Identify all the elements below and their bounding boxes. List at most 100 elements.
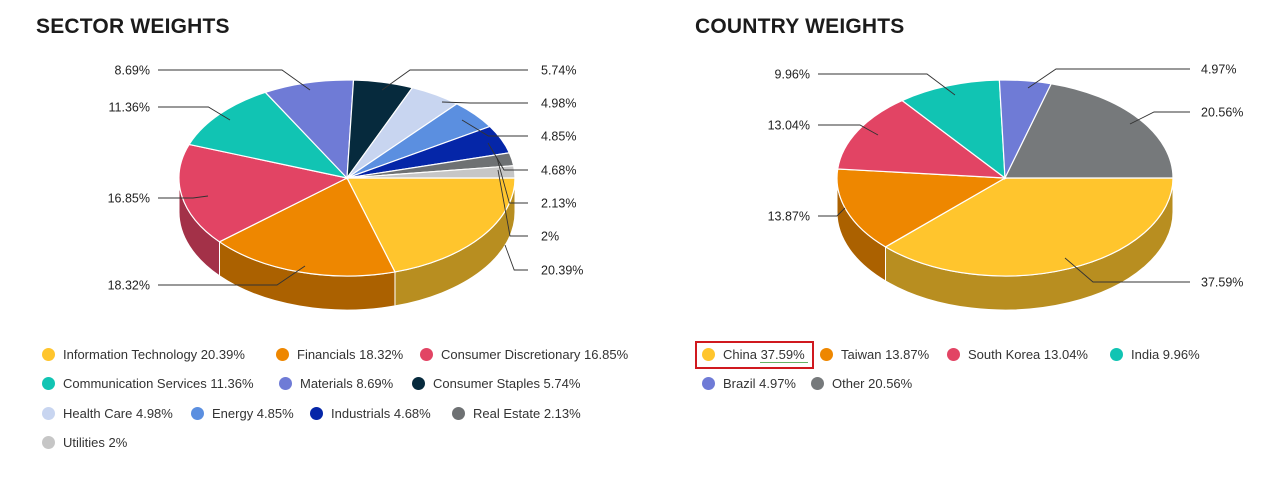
sector-legend-marker-information-technology <box>42 348 55 361</box>
sector-legend-label: Real Estate 2.13% <box>473 406 581 421</box>
sector-legend-marker-industrials <box>310 407 323 420</box>
country-leader-line-india <box>818 73 956 96</box>
sector-legend-item-energy[interactable]: Energy 4.85% <box>191 406 294 421</box>
sector-legend-label: Health Care 4.98% <box>63 406 173 421</box>
sector-legend-item-communication-services[interactable]: Communication Services 11.36% <box>42 376 254 391</box>
sector-data-label-utilities: 2% <box>541 230 559 244</box>
country-slice-south-korea[interactable] <box>837 99 1007 179</box>
sector-legend-marker-real-estate <box>452 407 465 420</box>
sector-legend-label: Consumer Discretionary 16.85% <box>441 347 629 362</box>
country-legend-marker-other <box>811 377 824 390</box>
sector-legend-item-health-care[interactable]: Health Care 4.98% <box>42 406 173 421</box>
country-legend-label: Taiwan 13.87% <box>841 347 930 362</box>
sector-legend-item-materials[interactable]: Materials 8.69% <box>279 376 393 391</box>
sector-data-label-industrials: 4.68% <box>541 164 576 178</box>
country-legend-item-china[interactable]: China 37.59% <box>702 347 805 362</box>
sector-slice-consumer-discretionary[interactable] <box>178 143 349 243</box>
sector-data-label-communication-services: 11.36% <box>109 101 150 115</box>
sector-legend-marker-communication-services <box>42 377 55 390</box>
sector-leader-line-energy <box>461 119 528 137</box>
sector-data-label-information-technology: 20.39% <box>541 264 583 278</box>
sector-leader-line-consumer-staples <box>381 69 528 91</box>
sector-data-label-consumer-discretionary: 16.85% <box>108 192 150 206</box>
country-legend-marker-taiwan <box>820 348 833 361</box>
country-legend-item-taiwan[interactable]: Taiwan 13.87% <box>820 347 929 362</box>
sector-slice-materials[interactable] <box>264 79 355 180</box>
country-legend-item-south-korea[interactable]: South Korea 13.04% <box>947 347 1088 362</box>
sector-leader-line-financials <box>158 265 306 286</box>
sector-data-label-materials: 8.69% <box>115 64 150 78</box>
sector-legend-marker-financials <box>276 348 289 361</box>
country-slice-india[interactable] <box>900 79 1006 180</box>
country-leader-line-taiwan <box>818 207 846 217</box>
country-data-label-china: 37.59% <box>1201 276 1243 290</box>
sector-leader-line-information-technology <box>504 244 528 271</box>
country-legend-label: South Korea 13.04% <box>968 347 1088 362</box>
country-slice-china[interactable] <box>884 177 1174 277</box>
country-legend-label: India 9.96% <box>1131 347 1200 362</box>
sector-data-label-financials: 18.32% <box>108 279 150 293</box>
sector-weights-panel: SECTOR WEIGHTS 20.39% 18.32% 16.85% 11.36% 8… <box>36 15 628 450</box>
country-weights-panel: COUNTRY WEIGHTS 37.59% 13.87% 13.04% 9.96% 4… <box>660 0 1288 482</box>
country-pie-chart: 37.59% 13.87% 13.04% 9.96% 4.97% 20.56% <box>768 63 1244 311</box>
country-weights-title: COUNTRY WEIGHTS <box>695 15 905 38</box>
country-legend-marker-brazil <box>702 377 715 390</box>
legend-highlight-box <box>695 341 814 369</box>
sector-legend-label: Information Technology 20.39% <box>63 347 245 362</box>
sector-legend-label: Industrials 4.68% <box>331 406 431 421</box>
country-legend-item-india[interactable]: India 9.96% <box>1110 347 1200 362</box>
sector-legend-label: Communication Services 11.36% <box>63 376 254 391</box>
sector-legend-item-financials[interactable]: Financials 18.32% <box>276 347 403 362</box>
sector-leader-line-communication-services <box>158 106 231 121</box>
country-pie-slices <box>836 79 1174 277</box>
sector-legend-label: Materials 8.69% <box>300 376 394 391</box>
country-data-labels: 37.59% 13.87% 13.04% 9.96% 4.97% 20.56% <box>768 63 1244 290</box>
sector-legend-marker-utilities <box>42 436 55 449</box>
country-legend-marker-india <box>1110 348 1123 361</box>
country-legend-label: China 37.59% <box>723 347 805 362</box>
sector-legend-label: Energy 4.85% <box>212 406 294 421</box>
sector-legend-item-information-technology[interactable]: Information Technology 20.39% <box>42 347 245 362</box>
sector-legend-marker-consumer-discretionary <box>420 348 433 361</box>
sector-pie-slices <box>178 79 516 277</box>
sector-legend-item-utilities[interactable]: Utilities 2% <box>42 435 127 450</box>
country-data-label-south-korea: 13.04% <box>768 119 810 133</box>
country-legend-marker-china <box>702 348 715 361</box>
country-leader-line-brazil <box>1027 68 1190 89</box>
sector-data-label-real-estate: 2.13% <box>541 197 576 211</box>
country-data-label-india: 9.96% <box>775 68 810 82</box>
sector-data-label-consumer-staples: 5.74% <box>541 64 576 78</box>
country-legend-item-brazil[interactable]: Brazil 4.97% <box>702 376 796 391</box>
sector-pie-chart: 20.39% 18.32% 16.85% 11.36% 8.69% 5.74% 4.98% 4… <box>108 64 584 311</box>
country-leader-line-other <box>1129 111 1190 125</box>
sector-legend-label: Financials 18.32% <box>297 347 404 362</box>
sector-legend-label: Consumer Staples 5.74% <box>433 376 581 391</box>
sector-leader-line-health-care <box>441 101 528 104</box>
sector-legend-marker-consumer-staples <box>412 377 425 390</box>
sector-slice-utilities[interactable] <box>346 165 516 179</box>
sector-weights-title: SECTOR WEIGHTS <box>36 15 230 38</box>
sector-legend-label: Utilities 2% <box>63 435 128 450</box>
country-data-label-taiwan: 13.87% <box>768 210 810 224</box>
sector-leader-line-materials <box>158 69 311 91</box>
sector-leader-line-consumer-discretionary <box>158 195 209 199</box>
sector-slice-communication-services[interactable] <box>188 91 349 179</box>
country-legend-marker-south-korea <box>947 348 960 361</box>
country-legend-item-other[interactable]: Other 20.56% <box>811 376 912 391</box>
sector-slice-information-technology[interactable] <box>346 177 516 273</box>
sector-data-label-energy: 4.85% <box>541 130 576 144</box>
country-data-label-brazil: 4.97% <box>1201 63 1236 77</box>
sector-legend-item-consumer-staples[interactable]: Consumer Staples 5.74% <box>412 376 580 391</box>
country-legend-label: Other 20.56% <box>832 376 913 391</box>
sector-legend-item-consumer-discretionary[interactable]: Consumer Discretionary 16.85% <box>420 347 628 362</box>
sector-legend-item-real-estate[interactable]: Real Estate 2.13% <box>452 406 581 421</box>
sector-slice-financials[interactable] <box>218 177 396 277</box>
sector-legend-item-industrials[interactable]: Industrials 4.68% <box>310 406 431 421</box>
sector-legend-marker-energy <box>191 407 204 420</box>
sector-legend-marker-health-care <box>42 407 55 420</box>
sector-data-labels: 20.39% 18.32% 16.85% 11.36% 8.69% 5.74% 4.98% 4… <box>108 64 584 293</box>
country-leader-line-china <box>1064 257 1190 283</box>
sector-leader-line-utilities <box>497 169 528 237</box>
country-slice-taiwan[interactable] <box>836 168 1008 248</box>
sector-leader-line-industrials <box>487 142 528 171</box>
